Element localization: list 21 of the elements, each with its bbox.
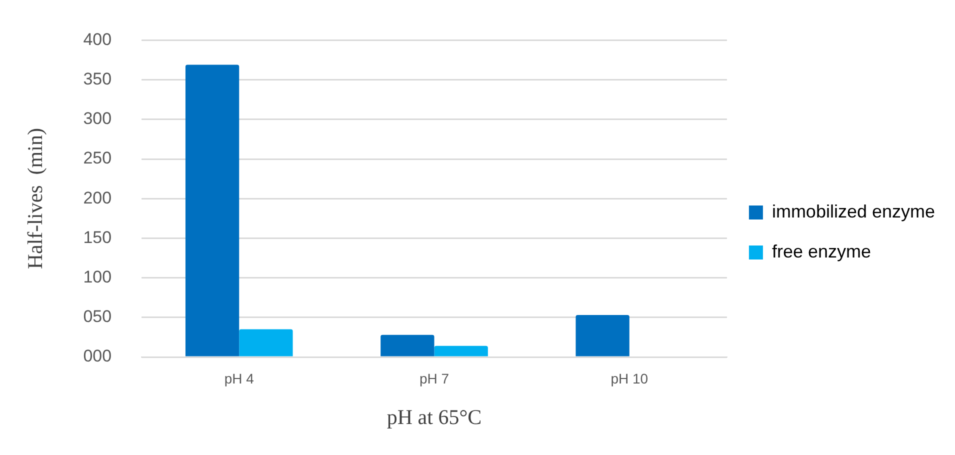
bar bbox=[185, 64, 240, 356]
y-tick-label: 100 bbox=[83, 267, 112, 286]
y-tick-label: 000 bbox=[83, 346, 112, 366]
y-tick-label: 250 bbox=[83, 148, 112, 168]
bar bbox=[380, 334, 434, 356]
bar bbox=[434, 346, 488, 356]
legend-label: immobilized enzyme bbox=[772, 201, 936, 222]
bar bbox=[239, 329, 293, 356]
y-axis-title: Half-lives (min) bbox=[23, 128, 48, 270]
y-tick-label: 150 bbox=[83, 228, 112, 247]
legend-label: free enzyme bbox=[772, 241, 871, 262]
y-tick-label: 400 bbox=[83, 30, 112, 49]
y-tick-label: 200 bbox=[83, 188, 112, 208]
y-tick-label: 050 bbox=[83, 307, 112, 326]
y-tick-label: 350 bbox=[83, 69, 112, 88]
y-tick-label: 300 bbox=[83, 109, 112, 128]
x-axis-title: pH at 65°C bbox=[386, 404, 482, 429]
x-tick-label: pH 10 bbox=[610, 370, 648, 386]
bar bbox=[576, 315, 630, 356]
x-tick-label: pH 7 bbox=[419, 370, 450, 386]
x-tick-label: pH 4 bbox=[224, 370, 254, 386]
